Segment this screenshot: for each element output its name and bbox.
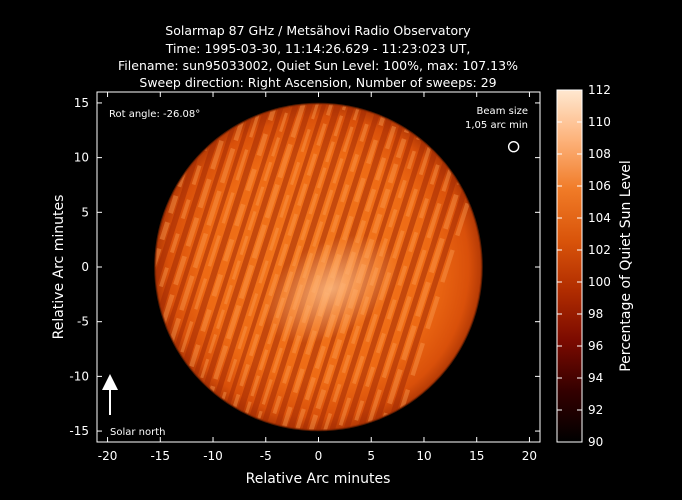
colorbar-tick-label: 96 — [588, 339, 603, 353]
x-tick-label: 20 — [522, 449, 537, 463]
y-tick-label: -10 — [69, 369, 89, 383]
x-tick-label: 5 — [367, 449, 375, 463]
chart-title-line-2: Time: 1995-03-30, 11:14:26.629 - 11:23:0… — [165, 41, 471, 56]
colorbar-gradient — [556, 89, 583, 443]
colorbar-tick-label: 102 — [588, 243, 611, 257]
y-tick-label: 10 — [74, 151, 89, 165]
chart-title-line-1: Solarmap 87 GHz / Metsähovi Radio Observ… — [165, 23, 471, 38]
x-tick-label: -20 — [98, 449, 118, 463]
beam-size-marker — [507, 140, 520, 153]
y-axis-ticks: -15 -10 -5 0 5 10 15 — [69, 96, 540, 438]
sweep-stripe-dark — [0, 64, 57, 471]
sweep-stripe-light — [254, 103, 389, 431]
sweep-stripe-light — [170, 103, 304, 431]
y-tick-label: -5 — [77, 315, 89, 329]
sweep-stripe-light — [212, 103, 346, 431]
sweep-stripe-dark — [372, 103, 482, 431]
colorbar-tick-label: 104 — [588, 211, 611, 225]
y-tick-label: 5 — [81, 205, 89, 219]
solar-north-arrow — [102, 374, 118, 415]
colorbar-tick-label: 108 — [588, 147, 611, 161]
sweep-stripe-dark — [0, 64, 43, 471]
rot-angle-label: Rot angle: -26.08° — [109, 109, 200, 120]
sweep-stripe-dark — [0, 64, 29, 471]
chart-title-line-3: Filename: sun95033002, Quiet Sun Level: … — [118, 58, 518, 73]
bright-region — [262, 234, 399, 344]
y-tick-label: -15 — [69, 424, 89, 438]
colorbar-tick-label: 90 — [588, 435, 603, 449]
colorbar-tick-label: 98 — [588, 307, 603, 321]
x-tick-label: 15 — [469, 449, 484, 463]
beam-size-label-line-2: 1,05 arc min — [465, 120, 528, 131]
x-axis-label: Relative Arc minutes — [246, 471, 391, 487]
colorbar-tick-label: 112 — [588, 83, 611, 97]
sweep-stripe-dark — [0, 64, 1, 471]
x-tick-label: -15 — [150, 449, 170, 463]
sweep-stripe-light — [0, 64, 22, 471]
colorbar-tick-label: 110 — [588, 115, 611, 129]
sweep-stripe-light — [0, 64, 92, 471]
x-tick-label: 0 — [315, 449, 323, 463]
sweep-stripe-light — [380, 103, 482, 431]
colorbar-label: Percentage of Quiet Sun Level — [618, 160, 634, 372]
sweep-stripe-light — [0, 64, 36, 471]
sweep-stripe-dark — [0, 64, 15, 471]
sweep-stripe-light — [0, 64, 50, 471]
colorbar-tick-label: 92 — [588, 403, 603, 417]
sweep-stripe-light — [155, 103, 249, 431]
y-tick-label: 15 — [74, 96, 89, 110]
y-tick-label: 0 — [81, 260, 89, 274]
beam-size-label-line-1: Beam size — [477, 106, 528, 117]
sweep-stripe-light — [155, 103, 263, 431]
x-tick-label: -5 — [260, 449, 272, 463]
x-tick-label: -10 — [203, 449, 223, 463]
colorbar-tick-label: 94 — [588, 371, 603, 385]
x-tick-label: 10 — [416, 449, 431, 463]
chart-title-line-4: Sweep direction: Right Ascension, Number… — [139, 75, 496, 90]
colorbar: 90 92 94 96 98 100 102 104 106 108 110 112 Percenta… — [556, 83, 634, 449]
colorbar-tick-label: 106 — [588, 179, 611, 193]
sweep-stripe-light — [226, 103, 360, 431]
sweep-stripe-light — [155, 103, 276, 431]
sweep-stripe-dark — [155, 103, 256, 431]
x-axis-ticks: -20 -15 -10 -5 0 5 10 15 20 — [98, 92, 537, 463]
colorbar-tick-label: 100 — [588, 275, 611, 289]
solar-north-label: Solar north — [110, 427, 166, 438]
disk-limb — [154, 102, 483, 432]
y-axis-label: Relative Arc minutes — [51, 195, 67, 340]
sweep-stripe-dark — [0, 64, 85, 471]
plot-area: -20 -15 -10 -5 0 5 10 15 20 -15 -10 -5 0 5 10 15 — [0, 64, 541, 471]
colorbar-ticks: 90 92 94 96 98 100 102 104 106 108 110 112 — [557, 83, 611, 449]
sweep-stripe-light — [0, 64, 8, 471]
